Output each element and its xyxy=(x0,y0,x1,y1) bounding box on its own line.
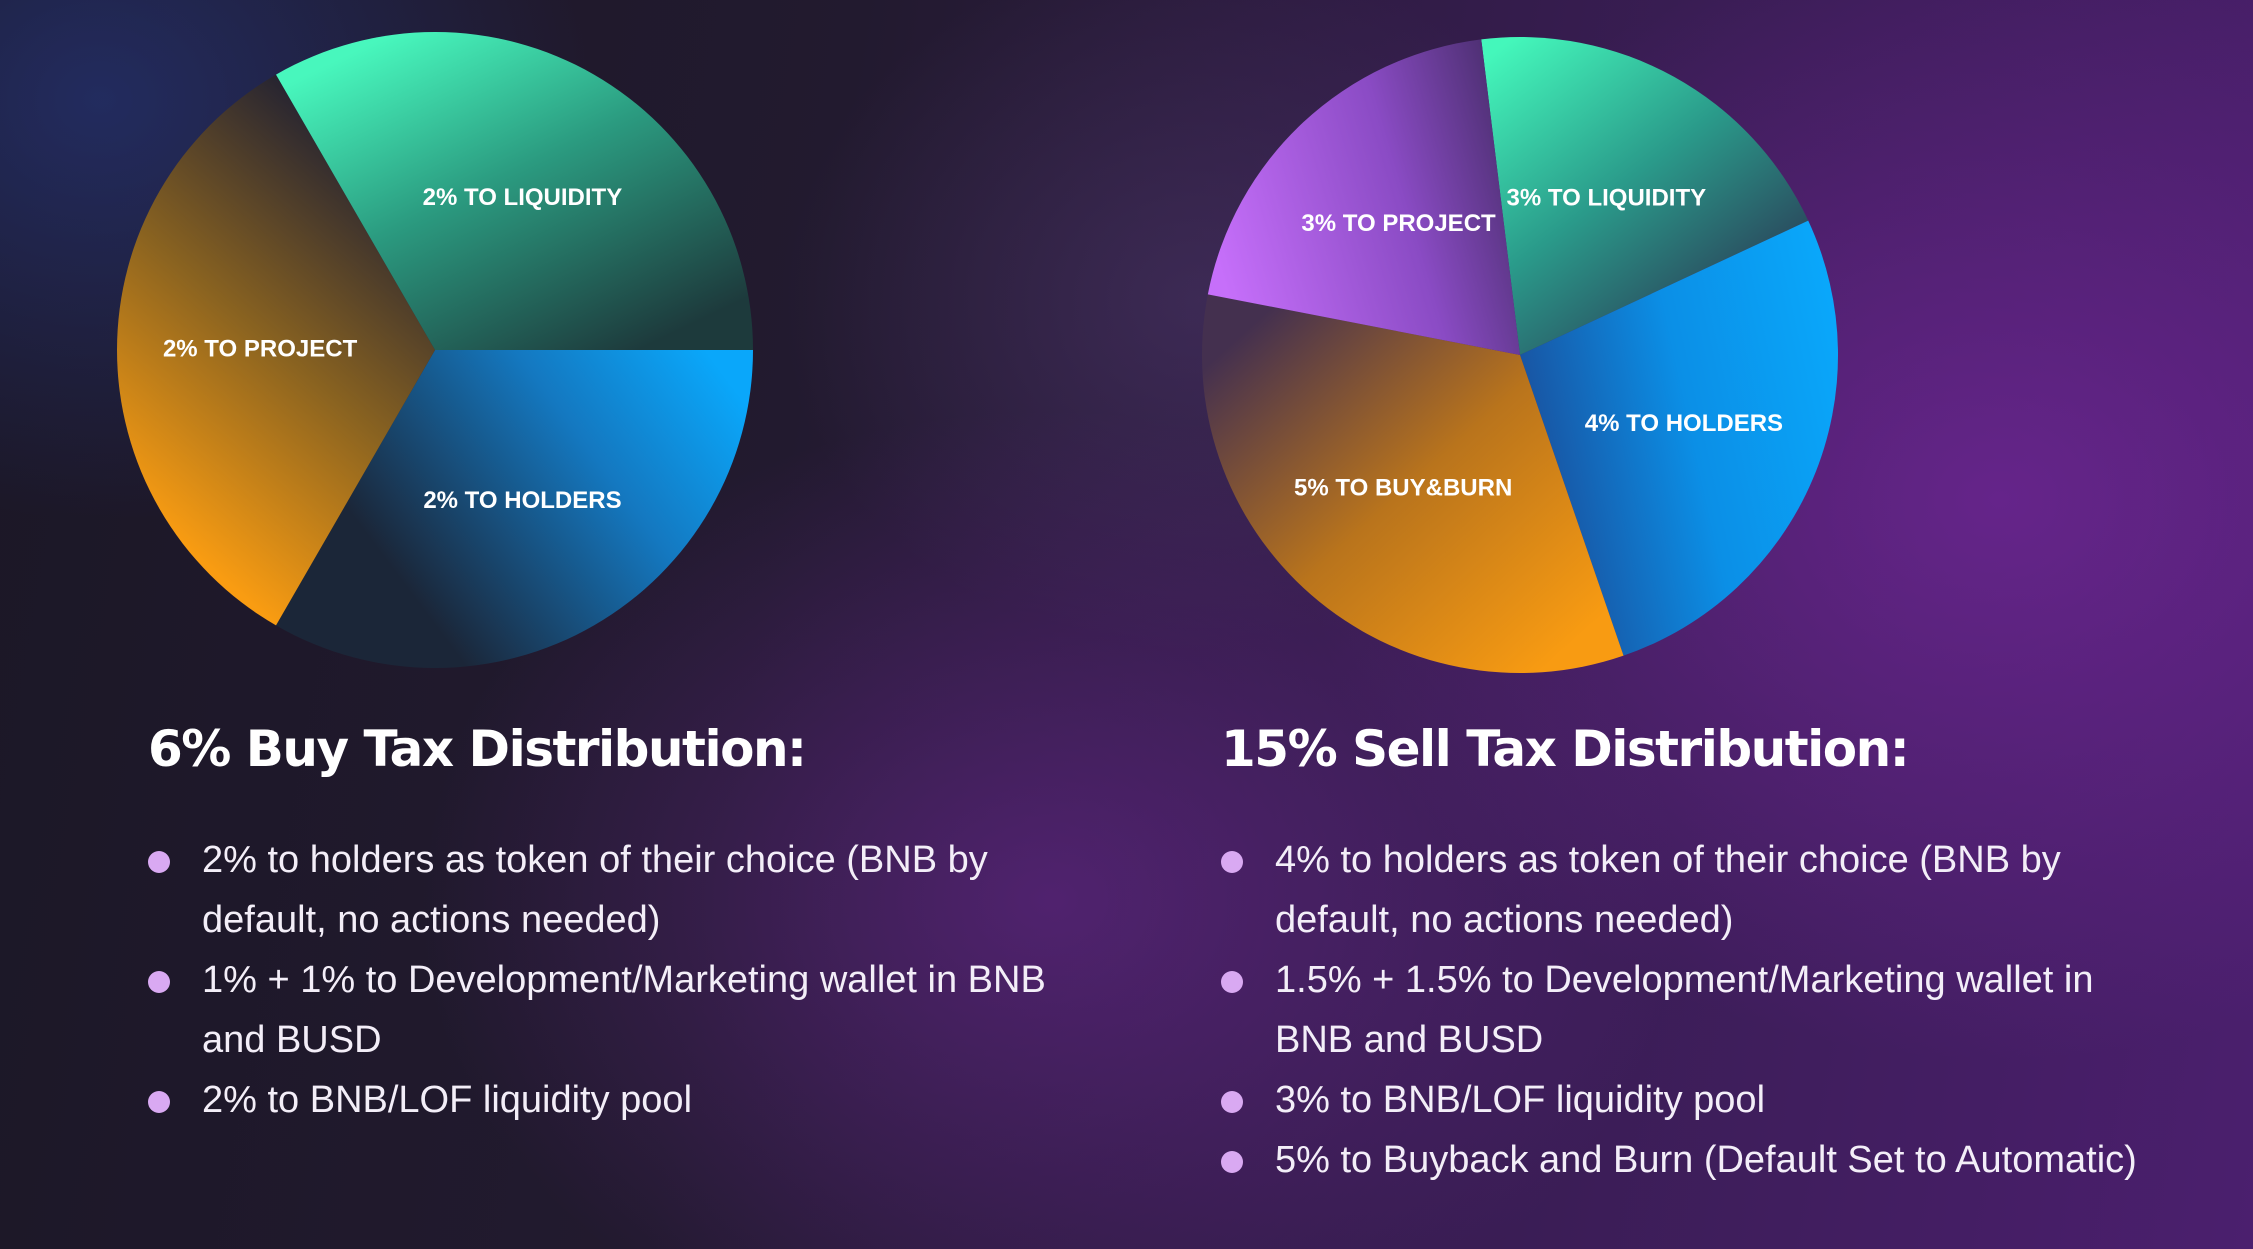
bullet-dot-icon xyxy=(1221,851,1243,873)
pie-slice-label: 3% TO PROJECT xyxy=(1301,210,1496,237)
pie-slice-label: 4% TO HOLDERS xyxy=(1585,410,1783,437)
bullet-dot-icon xyxy=(148,1091,170,1113)
pie-slice-2-to-project xyxy=(117,74,435,626)
list-item: 4% to holders as token of their choice (… xyxy=(1221,830,2181,950)
list-item: 3% to BNB/LOF liquidity pool xyxy=(1221,1070,2181,1130)
pie-slice-2-to-liquidity xyxy=(276,31,753,350)
bullet-dot-icon xyxy=(1221,971,1243,993)
sell-tax-title: 15% Sell Tax Distribution: xyxy=(1221,720,1910,778)
pie-slice-2-to-holders xyxy=(276,350,753,668)
bullet-dot-icon xyxy=(1221,1091,1243,1113)
buy-tax-list: 2% to holders as token of their choice (… xyxy=(148,830,1068,1130)
pie-slice-5-to-buy-burn xyxy=(1202,294,1624,673)
bullet-dot-icon xyxy=(148,971,170,993)
pie-slice-3-to-project xyxy=(1207,39,1520,355)
pie-slice-label: 2% TO LIQUIDITY xyxy=(423,184,623,211)
bullet-dot-icon xyxy=(1221,1151,1243,1173)
buy-tax-title: 6% Buy Tax Distribution: xyxy=(148,720,807,778)
pie-slice-4-to-holders xyxy=(1520,220,1838,656)
pie-slice-label: 3% TO LIQUIDITY xyxy=(1507,185,1707,212)
buy-tax-section: 6% Buy Tax Distribution: 2% to holders a… xyxy=(148,720,1068,1130)
sell-tax-list: 4% to holders as token of their choice (… xyxy=(1221,830,2181,1190)
list-item: 2% to BNB/LOF liquidity pool xyxy=(148,1070,1068,1130)
list-item: 1.5% + 1.5% to Development/Marketing wal… xyxy=(1221,950,2181,1070)
buy-tax-pie-chart: 2% TO HOLDERS 2% TO PROJECT 2% TO LIQUIDIT… xyxy=(117,31,753,668)
sell-slices xyxy=(1202,37,1838,673)
list-item: 5% to Buyback and Burn (Default Set to A… xyxy=(1221,1130,2181,1190)
pie-slice-label: 2% TO HOLDERS xyxy=(423,487,621,514)
sell-labels: 3% TO LIQUIDITY 4% TO HOLDERS 5% TO BUY&BU… xyxy=(1294,185,1783,502)
list-item: 1% + 1% to Development/Marketing wallet … xyxy=(148,950,1068,1070)
sell-tax-pie-chart: 3% TO LIQUIDITY 4% TO HOLDERS 5% TO BUY&BU… xyxy=(1202,37,1838,673)
bullet-dot-icon xyxy=(148,851,170,873)
sell-tax-section: 15% Sell Tax Distribution: 4% to holders… xyxy=(1221,720,2181,1190)
list-item: 2% to holders as token of their choice (… xyxy=(148,830,1068,950)
buy-labels: 2% TO HOLDERS 2% TO PROJECT 2% TO LIQUIDIT… xyxy=(163,184,622,514)
pie-slice-3-to-liquidity xyxy=(1481,37,1809,356)
pie-slice-label: 2% TO PROJECT xyxy=(163,335,358,362)
pie-slice-label: 5% TO BUY&BURN xyxy=(1294,475,1512,502)
buy-slices xyxy=(117,31,753,668)
